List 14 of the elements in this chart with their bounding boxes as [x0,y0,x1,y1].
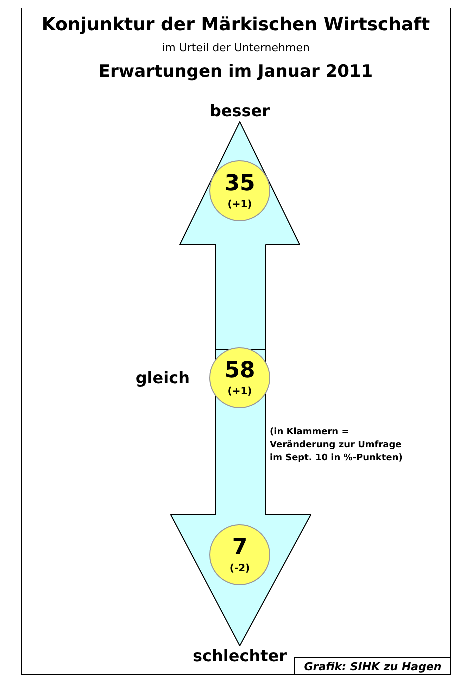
category-label: schlechter [193,646,288,666]
text: Erwartungen im Januar 2011 [98,62,374,82]
text: (-2) [230,564,250,574]
data-label: 7 [232,536,248,560]
text: Grafik: SIHK zu Hagen [304,660,442,674]
text: (+1) [228,200,252,210]
text: im Urteil der Unternehmen [162,42,310,54]
category-label: besser [210,102,270,120]
data-label: 58 [224,358,256,384]
text: (in Klammern = Veränderung zur Umfrage im Sept. 10 in %-Punkten) [270,428,405,464]
text: (+1) [228,386,252,398]
data-label: 35 [224,172,256,196]
text: Konjunktur der Märkischen Wirtschaft [42,14,431,36]
category-label: gleich [136,368,190,388]
